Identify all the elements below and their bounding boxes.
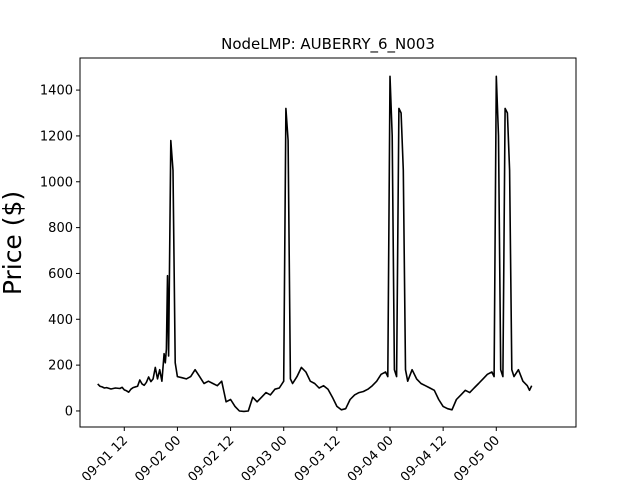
y-tick-label: 0 <box>65 404 73 419</box>
y-axis-label: Price ($) <box>0 191 27 295</box>
y-tick-label: 1400 <box>40 84 73 99</box>
y-axis: 0 200 400 600 800 1000 1200 1400 <box>40 84 80 419</box>
y-tick-label: 200 <box>48 359 73 374</box>
chart-title: NodeLMP: AUBERRY_6_N003 <box>221 35 435 54</box>
y-tick-label: 400 <box>48 313 73 328</box>
y-tick-label: 1000 <box>40 175 73 190</box>
plot-frame <box>79 57 577 428</box>
y-tick-label: 600 <box>48 267 73 282</box>
price-series-line <box>97 75 533 413</box>
y-tick-label: 800 <box>48 221 73 236</box>
series-layer <box>97 75 533 413</box>
y-tick-label: 1200 <box>40 129 73 144</box>
